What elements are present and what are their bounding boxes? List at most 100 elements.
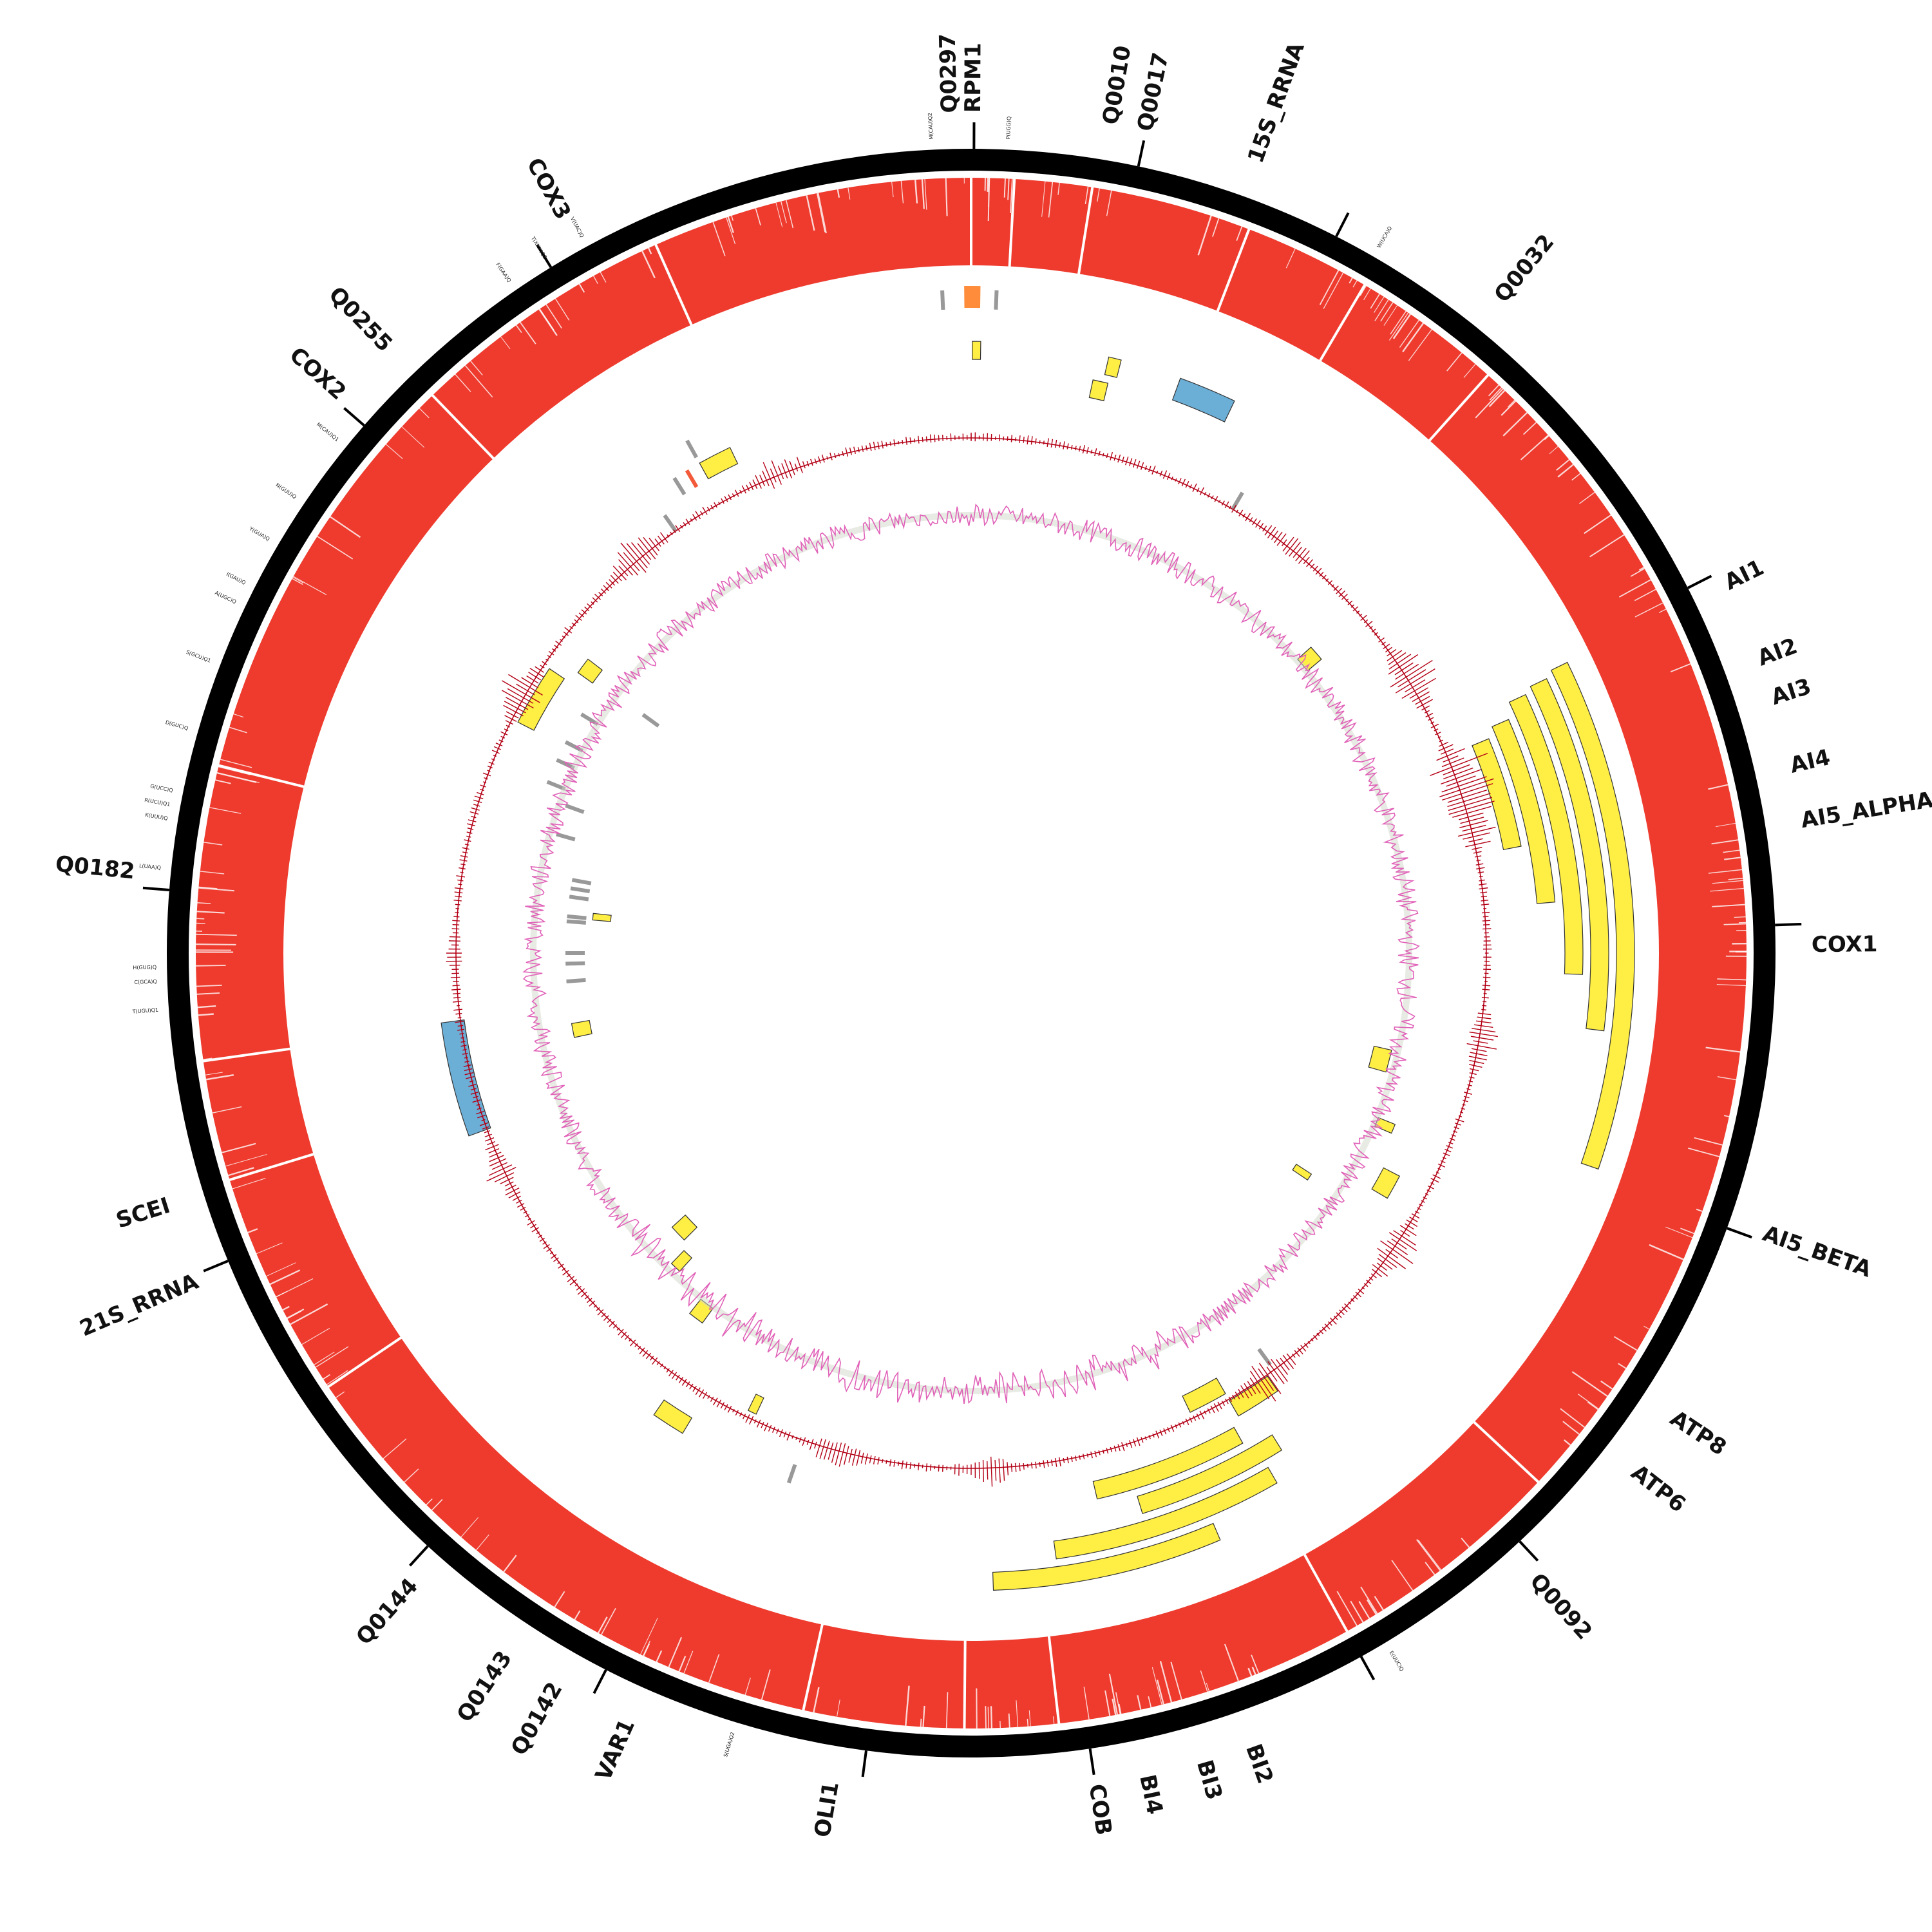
coverage-dip	[1562, 1421, 1580, 1435]
gc-skew-bar	[1387, 1240, 1408, 1256]
gc-skew-bar	[1129, 458, 1133, 466]
coverage-dip	[222, 1142, 256, 1153]
gc-skew-bar	[831, 1442, 838, 1463]
coverage-dip	[1363, 288, 1371, 300]
gc-skew-bar	[1350, 604, 1355, 608]
coverage-dip	[775, 202, 783, 227]
coverage-dip	[538, 308, 558, 336]
gc-skew-bar	[1472, 847, 1482, 850]
gc-skew-bar	[1298, 550, 1310, 564]
coverage-dip	[431, 1499, 443, 1511]
coverage-dip	[731, 215, 734, 221]
gc-skew-bar	[1276, 533, 1287, 546]
gc-skew-bar	[1207, 1408, 1211, 1414]
gc-skew-bar	[1372, 1269, 1383, 1278]
gc-skew-bar	[449, 936, 460, 938]
coverage-dip	[1577, 1394, 1599, 1410]
gc-skew-bar	[1430, 721, 1435, 724]
gc-skew-bar	[624, 1334, 630, 1340]
gene-label: OLI1	[810, 1780, 844, 1839]
coverage-dip	[196, 984, 222, 987]
gc-skew-bar	[1110, 451, 1113, 460]
gc-skew-bar	[467, 828, 474, 830]
coverage-dip	[1390, 310, 1406, 335]
gc-skew-bar	[1328, 1321, 1332, 1326]
gc-skew-bar	[463, 1064, 471, 1067]
gc-skew-bar	[598, 592, 603, 597]
coverage-dip	[640, 1617, 658, 1655]
gc-skew-bar	[506, 711, 519, 719]
gc-skew-bar	[743, 1414, 746, 1419]
gc-skew-bar	[477, 791, 484, 795]
gc-skew-bar	[815, 1438, 822, 1457]
gc-skew-bar	[1363, 1283, 1368, 1287]
coverage-dip	[1374, 299, 1389, 321]
gc-skew-bar	[457, 1028, 465, 1031]
gc-skew-bar	[1469, 1068, 1479, 1072]
coverage-dip	[1463, 364, 1476, 378]
gc-skew-bar	[1054, 1457, 1057, 1467]
gc-skew-bar	[527, 1218, 531, 1220]
gc-skew-bar	[1144, 465, 1148, 471]
gc-skew-bar	[1249, 1378, 1261, 1394]
gene-label: COX2	[285, 342, 351, 405]
gc-skew-bar	[873, 441, 876, 451]
coverage-dip	[1710, 887, 1744, 892]
gc-skew-bar	[488, 1164, 513, 1176]
coverage-dip	[500, 336, 511, 350]
gc-skew-bar	[783, 1431, 787, 1437]
gc-skew-bar	[1423, 1197, 1428, 1200]
gc-skew-bar	[1469, 1059, 1484, 1065]
gc-skew-bar	[1387, 649, 1397, 657]
gc-skew-bar	[1070, 1456, 1073, 1463]
coverage-dip	[1658, 609, 1667, 613]
gc-skew-bar	[1426, 1189, 1431, 1193]
gc-skew-bar	[853, 446, 857, 454]
gc-skew-bar	[1140, 462, 1144, 470]
gc-skew-bar	[905, 1461, 907, 1469]
coverage-dip	[292, 578, 303, 585]
gc-skew-bar	[1271, 1358, 1289, 1382]
gc-skew-bar	[476, 1111, 485, 1115]
gc-skew-bar	[486, 1166, 516, 1182]
coverage-dip	[1380, 302, 1394, 322]
gc-skew-bar	[843, 1446, 849, 1465]
gc-skew-bar	[530, 1224, 536, 1229]
trna-label: M(CAU)Q2	[927, 113, 934, 140]
coverage-dip	[476, 1534, 489, 1551]
gc-skew-bar	[605, 582, 612, 589]
coverage-dip	[455, 374, 471, 392]
intron-block	[747, 1394, 764, 1415]
gc-skew-bar	[753, 1419, 757, 1424]
gc-skew-bar	[1459, 1111, 1464, 1113]
gc-skew-bar	[1192, 483, 1197, 492]
gc-skew-bar	[663, 1366, 667, 1370]
intron-block	[1104, 356, 1122, 378]
coverage-dip	[1251, 1667, 1256, 1675]
coverage-dip	[196, 965, 226, 967]
coverage-dip	[1399, 319, 1419, 348]
gc-skew-bar	[1421, 705, 1430, 711]
gc-skew-bar	[695, 1387, 701, 1396]
gc-skew-bar	[563, 631, 569, 636]
gc-skew-bar	[1132, 459, 1137, 468]
gc-skew-bar	[695, 511, 701, 520]
coverage-dip	[1027, 1718, 1029, 1727]
coverage-dip	[215, 779, 231, 784]
gc-skew-bar	[1473, 1024, 1493, 1028]
gc-skew-bar	[716, 1399, 722, 1408]
gc-skew-bar	[543, 1244, 550, 1249]
gc-skew-bar	[1303, 556, 1310, 565]
gc-skew-bar	[612, 1324, 618, 1329]
coverage-dip	[648, 247, 652, 254]
gc-skew-bar	[1443, 1152, 1450, 1157]
gene-tick	[1137, 140, 1146, 167]
coverage-dip	[196, 911, 225, 914]
gc-skew-bar	[1193, 1415, 1197, 1421]
gc-skew-bar	[1151, 466, 1156, 475]
gc-skew-bar	[1231, 504, 1237, 513]
gc-skew-bar	[739, 489, 743, 494]
gc-skew-bar	[488, 761, 495, 765]
coverage-dip	[985, 1706, 987, 1728]
